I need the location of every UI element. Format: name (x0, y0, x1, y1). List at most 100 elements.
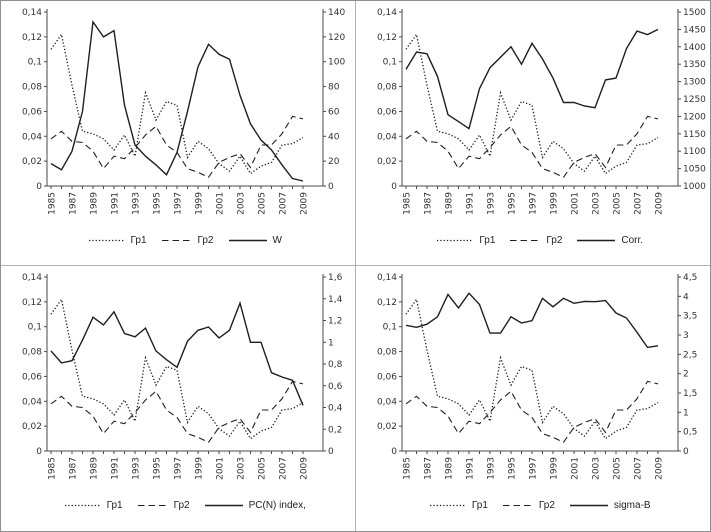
legend-item-gr1: Гр1 (88, 235, 147, 246)
x-axis-label: 1993 (487, 192, 497, 215)
left-axis-label: 0,08 (22, 348, 42, 358)
x-axis-label: 2005 (613, 192, 623, 215)
x-axis-label: 1997 (174, 192, 184, 215)
x-axis-label: 1993 (132, 192, 142, 215)
left-axis-label: 0,12 (22, 298, 42, 308)
series-PC(N) index, (50, 300, 304, 406)
x-axis-label: 1985 (48, 457, 58, 480)
x-axis-label: 1999 (195, 457, 205, 480)
x-axis-label: 1987 (69, 192, 79, 215)
right-axis-label: 1 (328, 338, 334, 348)
x-axis-label: 2005 (258, 192, 268, 215)
right-axis-label: 100 (328, 58, 345, 68)
dotted-line-sample-icon (64, 504, 101, 507)
x-axis-label: 1991 (466, 457, 476, 480)
x-axis-label: 1989 (445, 457, 455, 480)
right-axis-label: 0,6 (328, 382, 343, 392)
x-axis-label: 1993 (132, 457, 142, 480)
left-axis-label: 0,1 (28, 323, 42, 333)
chart-legend: Гр1 Гр2 PC(N) index, (15, 500, 355, 511)
left-axis-label: 0,04 (377, 132, 397, 142)
left-axis-label: 0 (37, 182, 43, 192)
left-axis-label: 0,08 (377, 83, 397, 93)
x-axis-label: 1999 (550, 192, 560, 215)
legend-label-gr1: Гр1 (471, 500, 488, 511)
left-axis-label: 0,02 (377, 422, 397, 432)
x-axis-label: 1997 (529, 457, 539, 480)
legend-item-gr1: Гр1 (429, 500, 488, 511)
x-axis-label: 1987 (424, 457, 434, 480)
legend-item-corr: Corr. (576, 235, 643, 246)
left-axis-label: 0,08 (377, 348, 397, 358)
right-axis-label: 80 (328, 83, 340, 93)
x-axis-label: 1987 (69, 457, 79, 480)
chart-panel-bottom-right: 0,14 0,12 0,1 0,08 0,06 0,04 0,02 0 4,5 4 3,5 3 2,5 2… (355, 266, 710, 531)
legend-item-pcn-index: PC(N) index, (204, 500, 306, 511)
legend-label-corr: Corr. (621, 235, 644, 246)
legend-item-w: W (228, 235, 282, 246)
left-axis-label: 0,1 (383, 58, 397, 68)
legend-label-gr1: Гр1 (479, 235, 496, 246)
x-axis-label: 2003 (237, 457, 247, 480)
legend-label-pcn-index: PC(N) index, (248, 500, 306, 511)
x-axis-label: 1989 (90, 457, 100, 480)
dotted-line-sample-icon (429, 504, 466, 507)
series-W (50, 19, 304, 182)
left-axis-label: 0,1 (383, 323, 397, 333)
x-axis-label: 1991 (466, 192, 476, 215)
x-axis-label: 2003 (592, 192, 602, 215)
dotted-line-sample-icon (437, 239, 474, 242)
legend-label-gr2: Гр2 (173, 500, 190, 511)
x-axis-label: 1995 (153, 457, 163, 480)
left-axis-label: 0,02 (377, 157, 397, 167)
x-axis-label: 1995 (508, 457, 518, 480)
dashed-line-sample-icon (161, 239, 192, 242)
chart-panel-top-left: 0,14 0,12 0,1 0,08 0,06 0,04 0,02 0 140 120 100 80 6… (1, 1, 356, 266)
left-axis-label: 0,1 (28, 58, 42, 68)
chart-canvas-w: 0,14 0,12 0,1 0,08 0,06 0,04 0,02 0 140 120 100 80 6… (22, 8, 345, 215)
x-axis-label: 1991 (111, 192, 121, 215)
left-axis-label: 0,04 (22, 132, 42, 142)
right-axis-label: 1050 (683, 165, 706, 175)
left-axis-label: 0,04 (22, 397, 42, 407)
chart-legend: Гр1 Гр2 Corr. (370, 235, 711, 246)
x-axis-label: 2009 (655, 192, 665, 215)
right-axis-label: 20 (328, 157, 340, 167)
legend-item-gr2: Гр2 (509, 235, 562, 246)
left-axis-label: 0,08 (22, 83, 42, 93)
left-axis-label: 0,06 (377, 107, 397, 117)
x-axis-label: 2009 (300, 457, 310, 480)
dotted-line-sample-icon (88, 239, 125, 242)
series-Corr. (405, 28, 659, 130)
solid-line-sample-icon (204, 504, 243, 507)
x-axis-label: 1995 (153, 192, 163, 215)
left-axis-label: 0,12 (377, 33, 397, 43)
series-Гр2 (50, 115, 304, 178)
right-axis-label: 1000 (683, 182, 706, 192)
left-axis-label: 0 (392, 182, 398, 192)
x-axis-label: 1997 (174, 457, 184, 480)
right-axis-label: 0,5 (683, 428, 697, 438)
series-Гр2 (405, 115, 659, 178)
x-axis-label: 1995 (508, 192, 518, 215)
series-Гр2 (50, 380, 304, 443)
right-axis-label: 0,2 (328, 425, 342, 435)
x-axis-label: 2007 (279, 192, 289, 215)
right-axis-label: 0 (683, 447, 689, 457)
legend-item-gr2: Гр2 (137, 500, 190, 511)
left-axis-label: 0 (392, 447, 398, 457)
right-axis-label: 1450 (683, 25, 706, 35)
x-axis-label: 1989 (90, 192, 100, 215)
x-axis-label: 1987 (424, 192, 434, 215)
right-axis-label: 140 (328, 8, 345, 18)
right-axis-label: 0,4 (328, 404, 343, 414)
left-axis-label: 0,14 (22, 8, 42, 18)
dashed-line-sample-icon (137, 504, 168, 507)
left-axis-label: 0,12 (22, 33, 42, 43)
chart-canvas-corr: 0,14 0,12 0,1 0,08 0,06 0,04 0,02 0 1500 1450 1400… (377, 8, 706, 215)
left-axis-label: 0,14 (377, 273, 397, 283)
x-axis-label: 1985 (48, 192, 58, 215)
solid-line-sample-icon (569, 504, 608, 507)
legend-item-sigma-b: sigma-B (569, 500, 651, 511)
